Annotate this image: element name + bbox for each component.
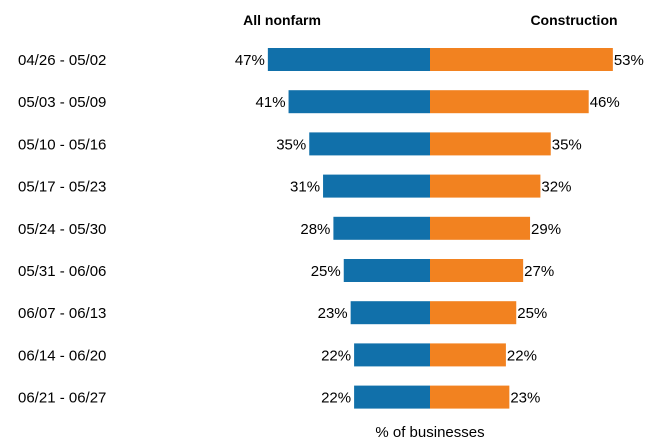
bar-construction bbox=[430, 174, 541, 198]
bar-construction bbox=[430, 259, 524, 282]
bar-construction bbox=[430, 48, 613, 71]
category-label: 05/03 - 05/09 bbox=[18, 94, 106, 111]
data-label-left: 31% bbox=[290, 179, 320, 196]
bar-construction bbox=[430, 90, 589, 114]
data-label-right: 29% bbox=[531, 221, 561, 238]
data-label-left: 25% bbox=[311, 263, 341, 280]
bar-all-nonfarm bbox=[354, 385, 430, 409]
category-label: 05/17 - 05/23 bbox=[18, 179, 106, 196]
category-label: 05/31 - 06/06 bbox=[18, 263, 106, 280]
data-label-right: 23% bbox=[510, 390, 540, 407]
data-label-right: 27% bbox=[524, 263, 554, 280]
data-label-left: 47% bbox=[235, 52, 265, 69]
data-label-left: 28% bbox=[300, 221, 330, 238]
bar-all-nonfarm bbox=[350, 301, 430, 325]
bar-all-nonfarm bbox=[288, 90, 430, 114]
category-label: 06/21 - 06/27 bbox=[18, 390, 106, 407]
bar-all-nonfarm bbox=[267, 48, 430, 71]
data-label-right: 46% bbox=[590, 94, 620, 111]
bar-construction bbox=[430, 216, 531, 240]
category-label: 04/26 - 05/02 bbox=[18, 52, 106, 69]
data-label-left: 22% bbox=[321, 390, 351, 407]
data-label-right: 22% bbox=[507, 347, 537, 364]
category-label: 06/14 - 06/20 bbox=[18, 347, 106, 364]
x-axis-label: % of businesses bbox=[375, 424, 484, 441]
category-label: 06/07 - 06/13 bbox=[18, 305, 106, 322]
data-label-left: 23% bbox=[318, 305, 348, 322]
bar-all-nonfarm bbox=[333, 216, 430, 240]
bar-all-nonfarm bbox=[309, 132, 430, 156]
bar-all-nonfarm bbox=[343, 259, 430, 282]
data-label-left: 35% bbox=[276, 136, 306, 153]
bar-construction bbox=[430, 132, 551, 156]
bar-all-nonfarm bbox=[323, 174, 430, 198]
data-label-right: 25% bbox=[517, 305, 547, 322]
data-label-right: 53% bbox=[614, 52, 644, 69]
series-header-left: All nonfarm bbox=[243, 12, 321, 28]
data-label-left: 22% bbox=[321, 347, 351, 364]
category-label: 05/24 - 05/30 bbox=[18, 221, 106, 238]
bar-construction bbox=[430, 385, 510, 409]
data-label-right: 32% bbox=[541, 179, 571, 196]
bar-construction bbox=[430, 301, 517, 325]
bar-all-nonfarm bbox=[354, 343, 430, 367]
category-label: 05/10 - 05/16 bbox=[18, 136, 106, 153]
bar-construction bbox=[430, 343, 506, 367]
data-label-right: 35% bbox=[552, 136, 582, 153]
data-label-left: 41% bbox=[256, 94, 286, 111]
bar-rows: 04/26 - 05/02 47% 53% 05/03 - 05/09 41% 46% 05… bbox=[18, 48, 644, 409]
series-header-right: Construction bbox=[530, 12, 617, 28]
